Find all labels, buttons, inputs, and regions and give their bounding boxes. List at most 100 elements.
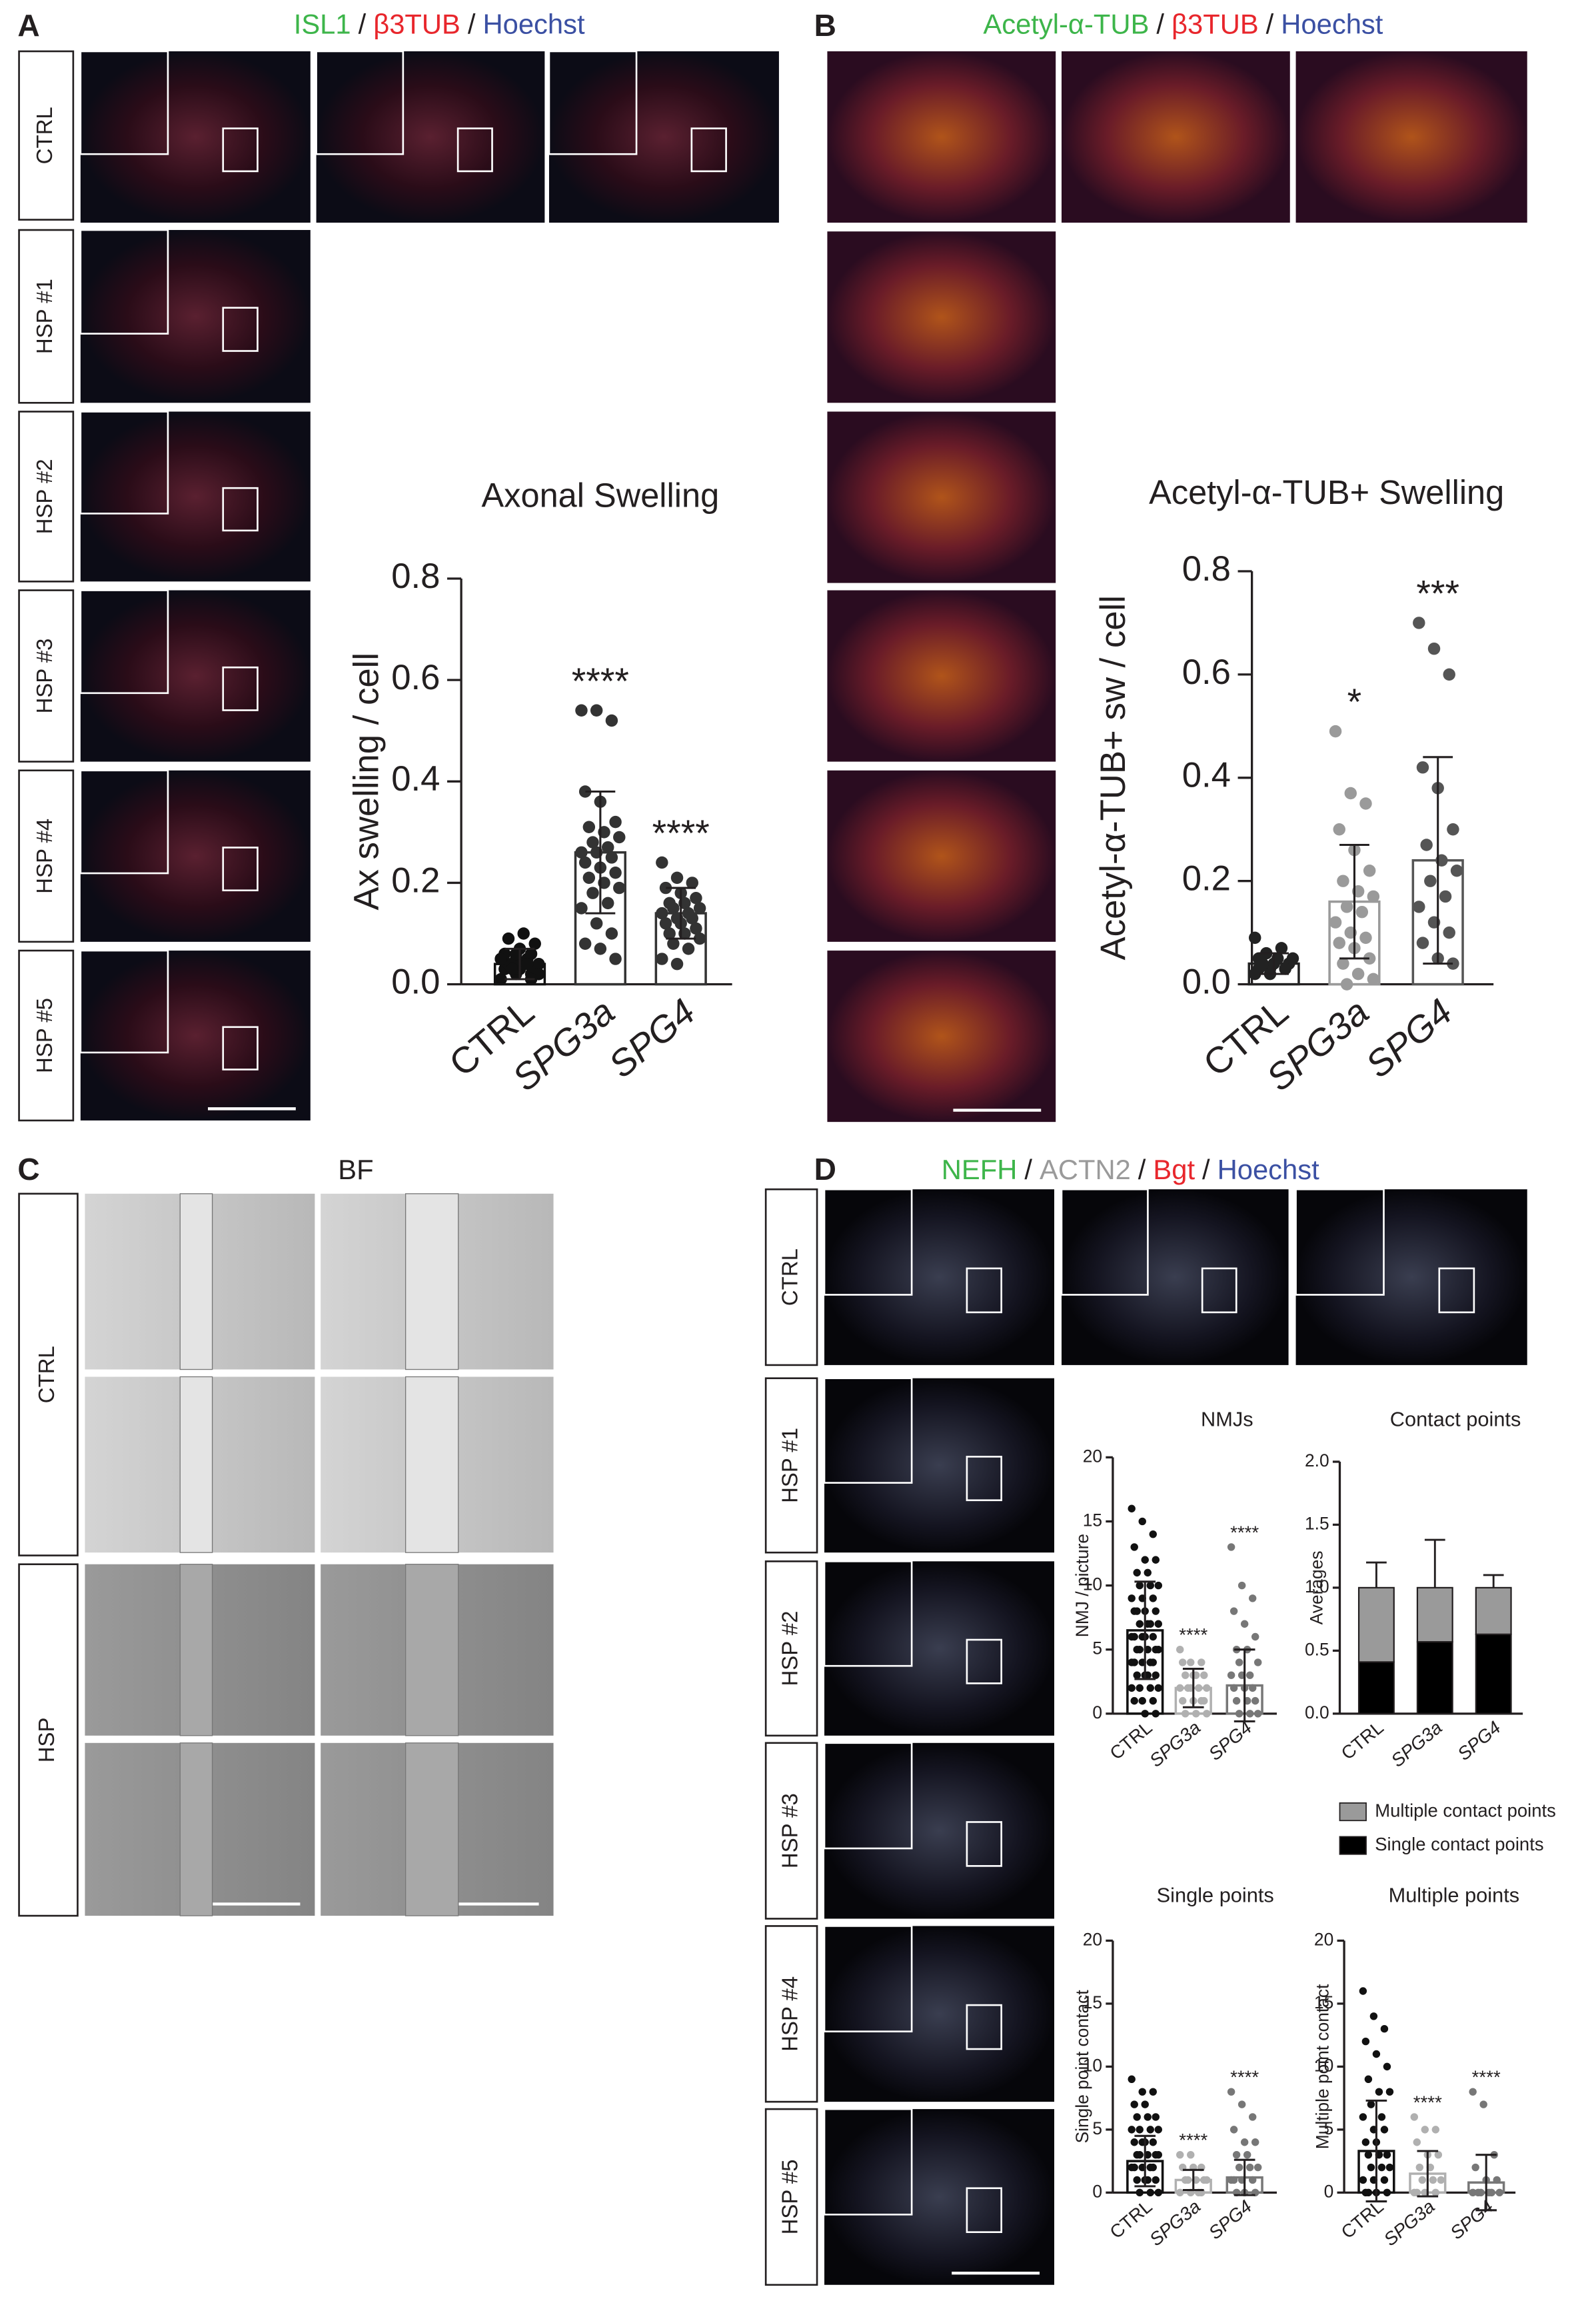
data-point [1235,2163,1243,2172]
data-point [1447,957,1459,970]
y-tick-label: 0 [1324,2181,1334,2201]
micrograph [80,590,311,762]
chart-title: NMJs [1201,1408,1253,1431]
data-point [1200,1696,1208,1705]
error-bar [1182,2168,1204,2192]
data-point [1136,1684,1144,1692]
data-point [1477,2188,1485,2197]
inset [79,949,169,1054]
data-point [1192,1710,1200,1718]
data-point [1471,2163,1479,2172]
data-point [1146,2126,1154,2134]
data-point [1443,926,1455,939]
data-point [609,815,622,829]
data-point [693,932,706,945]
data-point [578,937,592,950]
y-tick-label: 10 [1314,2055,1333,2075]
data-point [1248,1594,1257,1602]
y-tick-label: 0.0 [391,963,440,1002]
data-point [1133,1568,1141,1577]
data-point [1240,2138,1249,2146]
data-point [1176,2150,1184,2159]
data-point [601,897,614,910]
row-label: CTRL [32,107,57,164]
data-point [1245,1671,1254,1679]
data-point [532,957,545,971]
error-bar [1182,1668,1204,1708]
data-point [1429,2176,1437,2184]
data-point [1375,2088,1383,2096]
data-point [1176,2188,1184,2197]
channel [404,1376,459,1553]
data-point [1359,931,1372,945]
data-point [1128,1684,1136,1692]
data-point [690,922,702,935]
significance: **** [1230,2067,1259,2088]
y-tick-label: 0.4 [391,759,440,799]
data-point [1141,2100,1149,2108]
panel-label: C [17,1152,39,1186]
y-tick-label: 0.2 [391,861,440,900]
inset [1060,1188,1149,1296]
inset [79,769,169,875]
micrograph [80,411,311,582]
inset [823,1560,913,1667]
error-bar [1483,1574,1504,1588]
data-point [670,871,684,885]
row-label-box [18,589,75,763]
title-segment: BF [338,1154,373,1185]
micrograph [827,51,1056,223]
x-tick-label: SPG3a [1387,1717,1445,1771]
bar-segment [1357,1586,1395,1663]
zoom-box [966,1456,1002,1502]
data-point [1383,2062,1391,2071]
micrograph [80,951,311,1121]
panel-title: NEFH / ACTN2/Bgt / Hoechst [942,1154,1319,1185]
error-bar [1259,952,1289,975]
y-tick-label: 1.0 [1305,1576,1329,1596]
data-point [1275,942,1288,955]
y-axis-label: Averages [1306,1550,1326,1624]
zoom-box [1438,1267,1475,1314]
zoom-box [690,127,727,173]
title-segment: Hoechst [1217,1154,1320,1185]
data-point [1237,2100,1246,2108]
title-segment: / [359,9,367,40]
y-axis-label: Multiple point contact [1312,1984,1332,2149]
data-point [682,943,695,955]
micrograph [824,1926,1055,2102]
zoom-box [966,1821,1002,1867]
data-point [1128,1504,1136,1512]
bar-segment [1357,1661,1395,1714]
micrograph [1295,51,1527,223]
row-label: HSP #1 [32,279,57,354]
data-point [1248,931,1261,945]
data-point [1240,1620,1249,1628]
x-tick-label: SPG3a [1146,1717,1204,1771]
chart-title: Acetyl-α-TUB+ Swelling [1149,473,1504,511]
legend-swatch [1339,1802,1367,1822]
channel [179,1742,213,1916]
micrograph [1062,51,1290,223]
title-segment: / [1138,1154,1146,1185]
channel [179,1564,213,1736]
data-point [1493,2176,1501,2184]
micrograph [827,770,1056,942]
data-point [1487,2188,1495,2197]
data-point [1227,2088,1235,2096]
micrograph [827,411,1056,583]
data-point [1136,2188,1144,2197]
data-point [1154,1684,1162,1692]
y-tick-label: 5 [1092,2118,1102,2138]
channel [404,1564,459,1736]
bar-segment [1416,1641,1453,1714]
data-point [1176,1684,1184,1692]
data-point [1232,1696,1241,1705]
micrograph [548,51,779,223]
row-label: HSP #1 [777,1428,802,1503]
data-point [1367,973,1380,986]
data-point [1128,2126,1136,2134]
data-point [1279,963,1291,975]
data-point [1130,2138,1138,2146]
title-segment: ACTN2 [1040,1154,1131,1185]
